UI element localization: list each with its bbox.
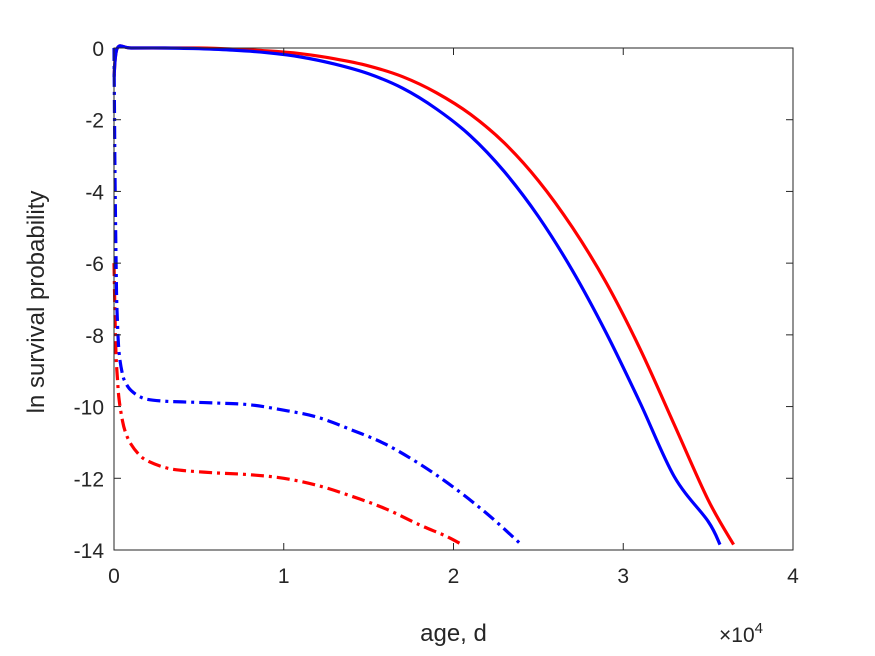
- y-tick-label: -4: [85, 181, 104, 204]
- x-exponent-power: 4: [755, 620, 763, 637]
- y-tick-label: -12: [74, 468, 104, 491]
- series-line-2: [112, 44, 722, 546]
- y-tick-label: 0: [92, 38, 104, 61]
- series-line-4: [112, 47, 523, 546]
- x-tick-label: 4: [787, 565, 799, 588]
- plot-area: [112, 44, 735, 547]
- series-line-3: [112, 263, 463, 547]
- y-axis-label: ln survival probability: [23, 191, 50, 414]
- y-tick-label: -6: [85, 253, 104, 276]
- x-axis-label: age, d: [420, 620, 487, 647]
- x-tick-label: 1: [278, 565, 290, 588]
- x-exponent-base: ×10: [719, 624, 755, 647]
- tick-marks: [113, 47, 794, 551]
- y-tick-label: -2: [85, 110, 104, 133]
- y-tick-label: -10: [74, 397, 104, 420]
- y-tick-label: -8: [85, 325, 104, 348]
- x-tick-label: 2: [448, 565, 460, 588]
- x-tick-label: 3: [617, 565, 629, 588]
- series-line-1: [112, 44, 735, 546]
- x-tick-label: 0: [108, 565, 120, 588]
- y-tick-labels: 0 -2 -4 -6 -8 -10 -12 -14: [74, 38, 105, 563]
- x-axis-exponent: ×104: [719, 620, 763, 647]
- y-tick-label: -14: [74, 540, 105, 563]
- x-tick-labels: 0 1 2 3 4: [108, 565, 799, 588]
